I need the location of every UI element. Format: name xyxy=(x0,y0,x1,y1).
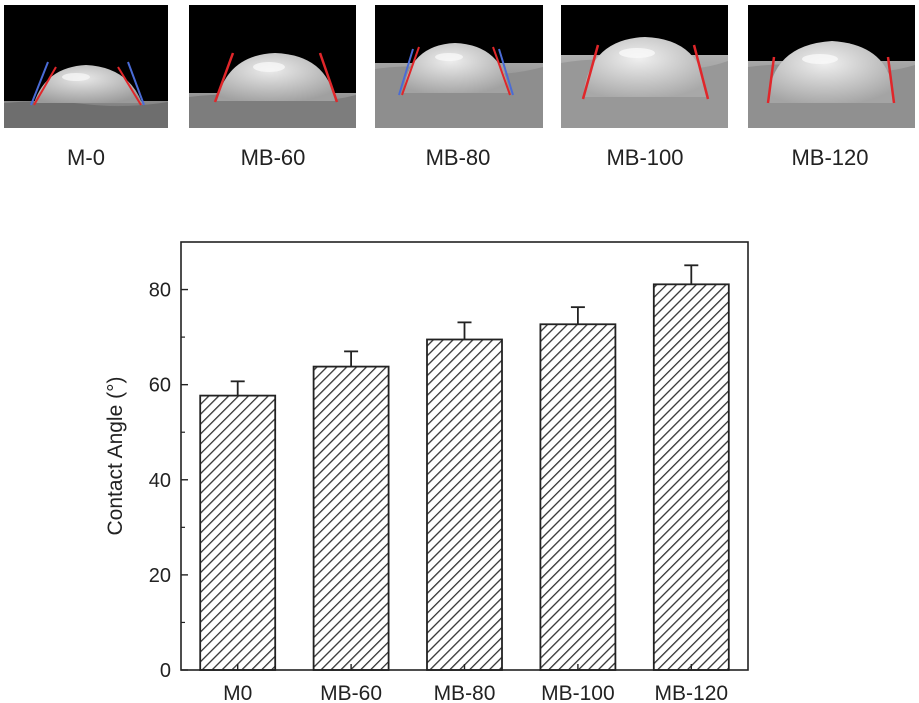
photo-label-mb60: MB-60 xyxy=(240,145,306,170)
tangent-line xyxy=(213,52,235,103)
tangent-line xyxy=(117,66,142,106)
photo-label-mb120: MB-120 xyxy=(791,145,869,170)
droplet-photo-mb120 xyxy=(748,5,915,128)
droplet-photo-m0 xyxy=(4,5,168,128)
y-tick-label: 40 xyxy=(149,470,171,492)
bar-mb-80 xyxy=(426,338,503,671)
y-axis-label: Contact Angle (°) xyxy=(104,377,127,536)
bar-mb-120 xyxy=(652,283,730,671)
x-tick-label: MB-80 xyxy=(434,682,496,703)
tangent-line xyxy=(398,48,414,96)
droplet-photo-mb60 xyxy=(189,5,356,128)
y-axis: 0 20 40 60 80 xyxy=(149,280,188,682)
x-axis: M0 MB-60 MB-80 MB-100 MB-120 xyxy=(223,664,728,703)
photo-label-mb80: MB-80 xyxy=(425,145,491,170)
tangent-line xyxy=(692,44,710,100)
y-tick-label: 60 xyxy=(149,375,171,397)
droplet-photo-mb80 xyxy=(375,5,543,128)
tangent-line xyxy=(766,56,776,104)
x-tick-label: MB-60 xyxy=(320,682,382,703)
bar-mb-60 xyxy=(312,365,390,671)
tangent-line xyxy=(498,48,514,96)
photo-label-m0: M-0 xyxy=(67,145,105,170)
x-tick-label: MB-100 xyxy=(541,682,615,703)
bars-layer xyxy=(199,283,730,671)
bar-m0 xyxy=(199,394,277,671)
y-tick-label: 0 xyxy=(160,660,171,682)
tangent-line xyxy=(886,56,896,104)
tangent-line xyxy=(581,44,600,100)
photo-label-mb100: MB-100 xyxy=(606,145,684,170)
error-bars-layer xyxy=(230,264,699,396)
droplet-photo-mb100 xyxy=(561,5,728,128)
tangent-line xyxy=(401,46,420,96)
tangent-line xyxy=(33,66,57,106)
x-tick-label: M0 xyxy=(223,682,252,703)
tangent-line xyxy=(318,52,339,103)
x-tick-label: MB-120 xyxy=(655,682,729,703)
tangent-line xyxy=(30,61,49,106)
bar-mb-100 xyxy=(539,323,617,671)
y-tick-label: 20 xyxy=(149,565,171,587)
y-tick-label: 80 xyxy=(149,280,171,302)
tangent-line xyxy=(127,61,145,106)
tangent-line xyxy=(492,46,511,96)
